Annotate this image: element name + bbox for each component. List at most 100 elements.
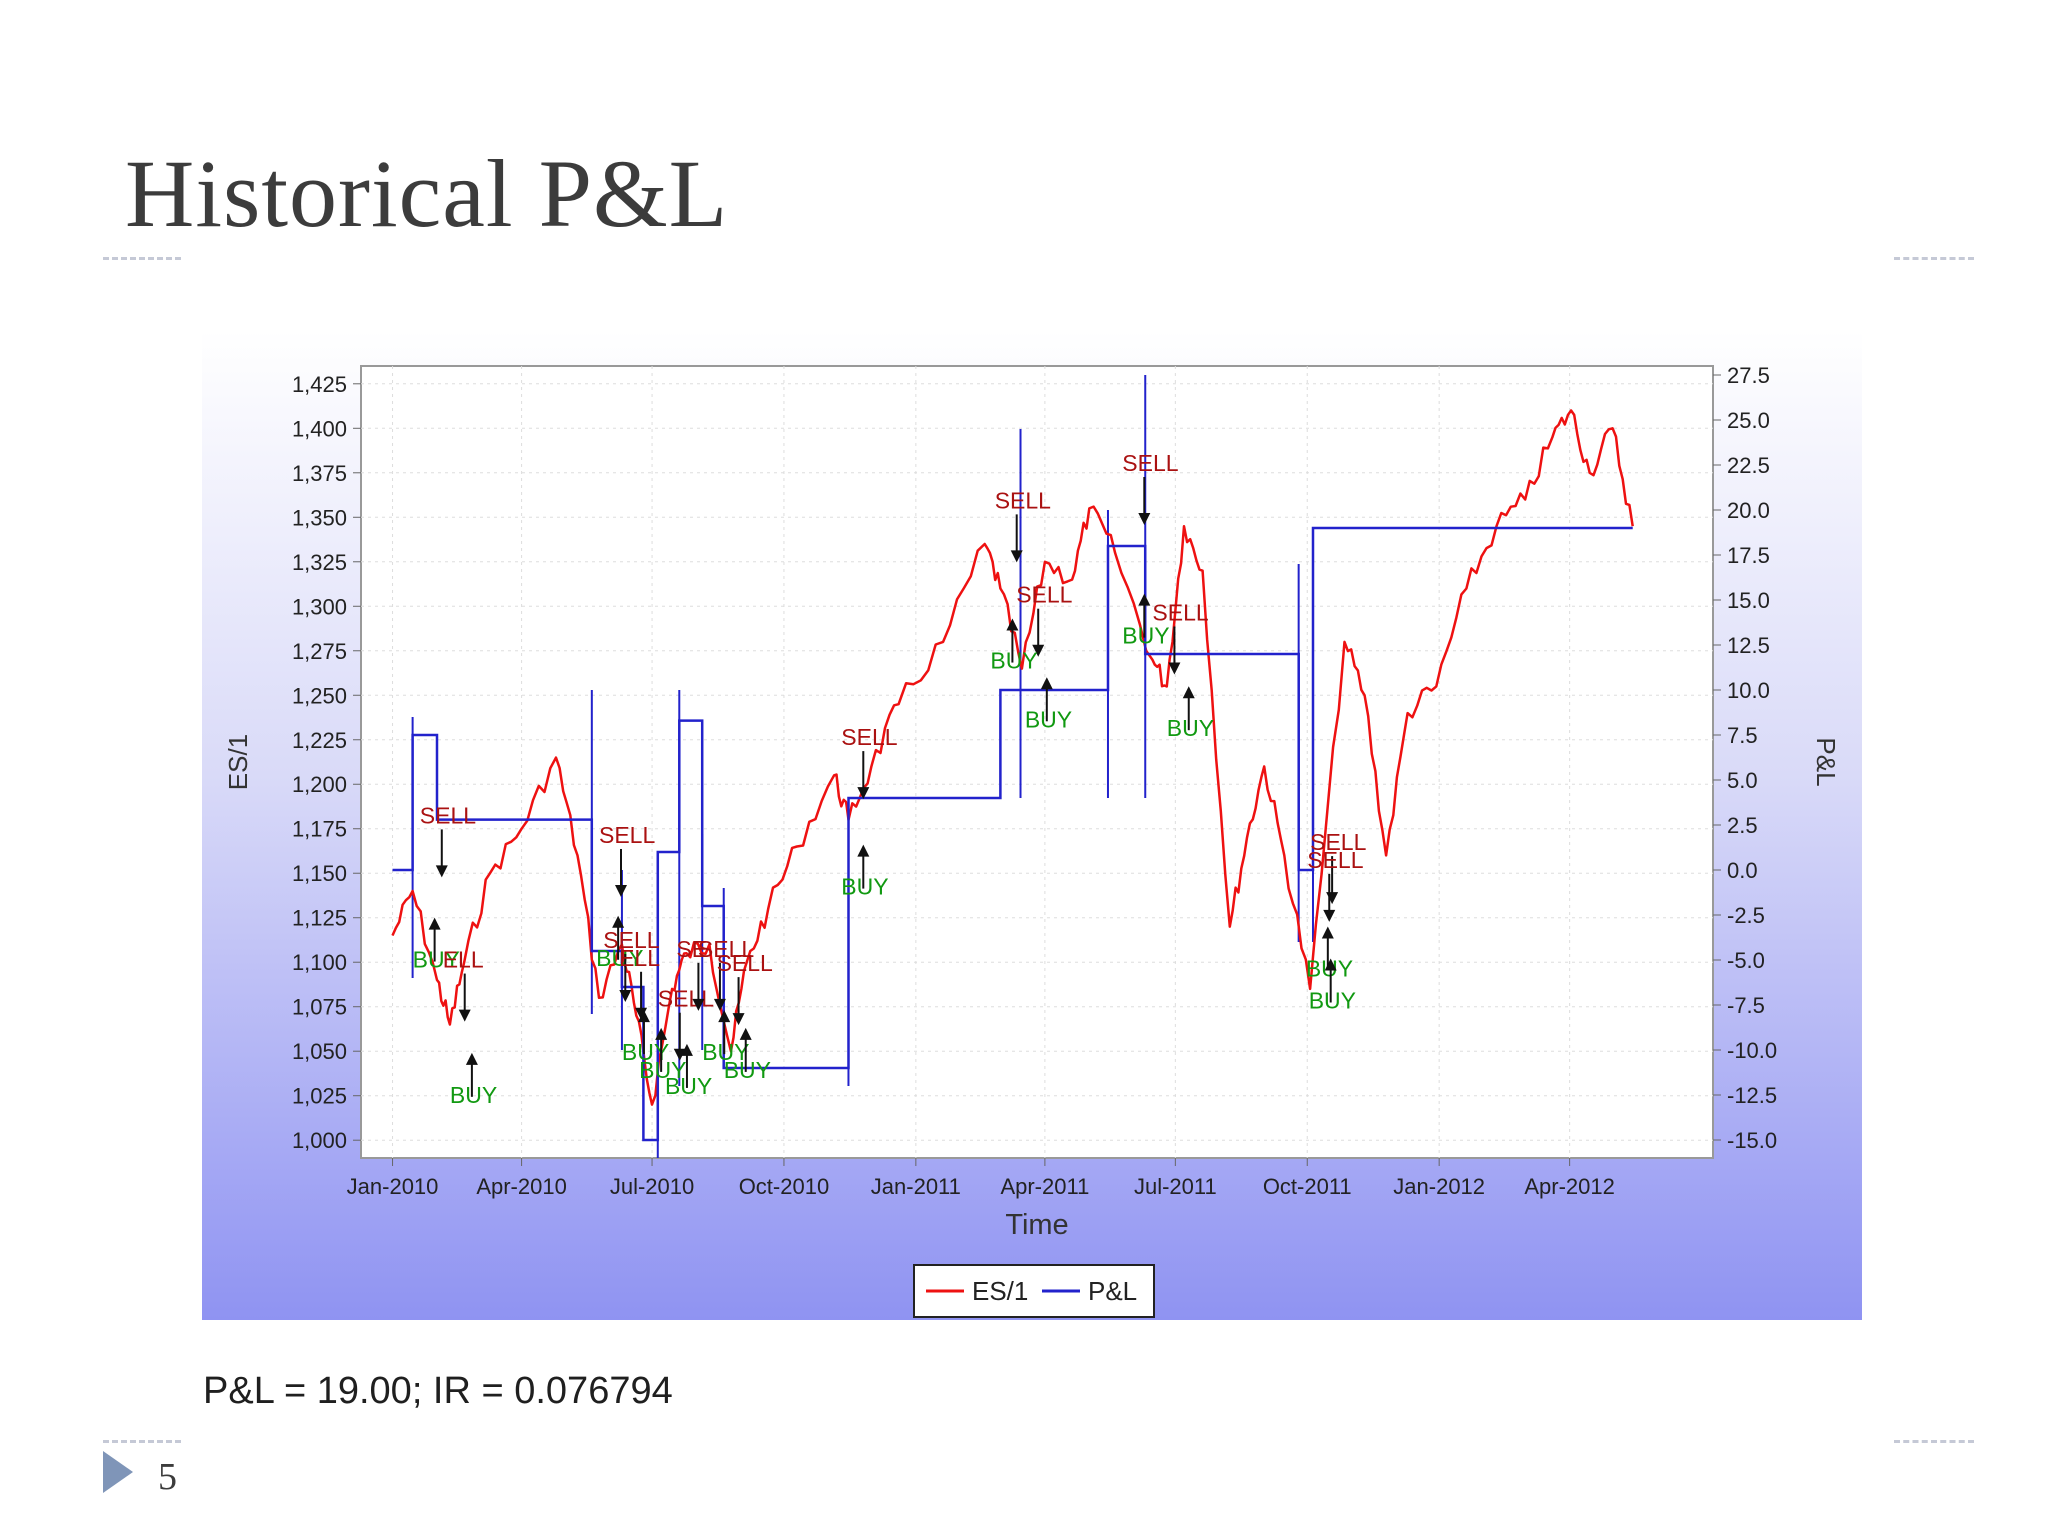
y2-tick-label: 27.5 bbox=[1727, 363, 1770, 388]
legend-label-es: ES/1 bbox=[972, 1276, 1028, 1306]
sell-label: ELL bbox=[443, 947, 484, 973]
buy-label: BUY bbox=[596, 945, 643, 971]
trade-marker-arrow bbox=[619, 989, 632, 1002]
x-tick-label: Jan-2011 bbox=[871, 1174, 961, 1199]
x-tick-label: Jul-2011 bbox=[1134, 1174, 1217, 1199]
title-rule-right bbox=[1894, 257, 1974, 260]
trade-marker-arrow bbox=[732, 1013, 745, 1026]
trade-marker-arrow bbox=[1032, 644, 1045, 657]
sell-label: SELL bbox=[1307, 847, 1363, 873]
y-tick-label: 1,125 bbox=[292, 906, 347, 931]
sell-label: SELL bbox=[1016, 582, 1072, 608]
y2-tick-label: 12.5 bbox=[1727, 633, 1770, 658]
trade-marker-arrow bbox=[1006, 618, 1019, 631]
trade-marker-arrow bbox=[713, 998, 726, 1011]
trade-marker-arrow bbox=[435, 865, 448, 878]
trade-marker-arrow bbox=[1168, 662, 1181, 675]
trade-marker-arrow bbox=[1040, 677, 1053, 690]
trade-marker-arrow bbox=[1321, 926, 1334, 939]
trade-marker-arrow bbox=[612, 915, 625, 928]
es-series-line bbox=[391, 409, 1634, 1106]
trade-marker-arrow bbox=[428, 917, 441, 930]
page-number: 5 bbox=[158, 1456, 177, 1498]
y2-axis-ticks: -15.0 -12.5 -10.0 -7.5 -5.0 -2.5 0.0 2.5 5.0 7.5 1… bbox=[1713, 363, 1777, 1153]
trade-marker-arrow bbox=[1138, 513, 1151, 526]
sell-label: SELL bbox=[658, 986, 714, 1012]
y2-tick-label: 5.0 bbox=[1727, 768, 1758, 793]
sell-label: ELL bbox=[619, 945, 660, 971]
y-tick-label: 1,100 bbox=[292, 950, 347, 975]
buy-label: BUY bbox=[702, 1039, 749, 1065]
trade-marker-arrow bbox=[1138, 593, 1151, 606]
y-tick-label: 1,350 bbox=[292, 505, 347, 530]
y-tick-label: 1,425 bbox=[292, 372, 347, 397]
x-tick-label: Oct-2010 bbox=[739, 1174, 830, 1199]
x-axis-label: Time bbox=[1005, 1209, 1068, 1241]
buy-label: BUY bbox=[1167, 715, 1214, 741]
y2-tick-label: 25.0 bbox=[1727, 408, 1770, 433]
trade-marker-arrow bbox=[614, 884, 627, 897]
y2-tick-label: 10.0 bbox=[1727, 678, 1770, 703]
y-tick-label: 1,000 bbox=[292, 1128, 347, 1153]
trade-marker-arrow bbox=[465, 1052, 478, 1065]
y2-tick-label: 2.5 bbox=[1727, 813, 1758, 838]
grid bbox=[361, 366, 1713, 1158]
y-tick-label: 1,175 bbox=[292, 817, 347, 842]
y2-axis-label: P&L bbox=[1811, 737, 1841, 786]
trade-marker-arrow bbox=[857, 844, 870, 857]
trade-marker-arrow bbox=[692, 998, 705, 1011]
sell-label: SELL bbox=[717, 950, 773, 976]
y2-tick-label: 22.5 bbox=[1727, 453, 1770, 478]
buy-label: BUY bbox=[665, 1073, 712, 1099]
y2-tick-label: -10.0 bbox=[1727, 1038, 1777, 1063]
buy-label: BUY bbox=[450, 1082, 497, 1108]
y2-tick-label: -2.5 bbox=[1727, 903, 1765, 928]
y-axis-ticks: 1,000 1,025 1,050 1,075 1,100 1,125 1,150 1,175… bbox=[292, 372, 361, 1153]
y-tick-label: 1,250 bbox=[292, 683, 347, 708]
y-tick-label: 1,400 bbox=[292, 416, 347, 441]
x-tick-label: Apr-2010 bbox=[476, 1174, 567, 1199]
sell-label: SELL bbox=[995, 487, 1051, 513]
y2-tick-label: 7.5 bbox=[1727, 723, 1758, 748]
y2-tick-label: -5.0 bbox=[1727, 948, 1765, 973]
trade-marker-arrow bbox=[680, 1043, 693, 1056]
sell-label: SELL bbox=[420, 802, 476, 828]
buy-label: BUY bbox=[724, 1057, 771, 1083]
y-tick-label: 1,075 bbox=[292, 995, 347, 1020]
trade-marker-arrow bbox=[655, 1027, 668, 1040]
x-tick-label: Jul-2010 bbox=[610, 1174, 694, 1199]
triangle-right-icon bbox=[103, 1451, 133, 1493]
trade-marker-arrow bbox=[857, 787, 870, 800]
y2-tick-label: -12.5 bbox=[1727, 1083, 1777, 1108]
y-tick-label: 1,050 bbox=[292, 1039, 347, 1064]
sell-label: SELL bbox=[603, 927, 659, 953]
y-tick-label: 1,200 bbox=[292, 772, 347, 797]
chart-panel: 1,000 1,025 1,050 1,075 1,100 1,125 1,150 1,175… bbox=[202, 330, 1862, 1320]
title-rule-left bbox=[103, 257, 181, 260]
footer-rule-right bbox=[1894, 1440, 1974, 1443]
trade-marker-arrow bbox=[673, 1048, 686, 1061]
buy-label: BUY bbox=[413, 947, 460, 973]
y2-tick-label: 17.5 bbox=[1727, 543, 1770, 568]
y-tick-label: 1,325 bbox=[292, 550, 347, 575]
sell-label: SELL bbox=[1122, 450, 1178, 476]
buy-label: BUY bbox=[841, 874, 888, 900]
trade-marker-arrow bbox=[739, 1027, 752, 1040]
buy-label: BUY bbox=[1025, 706, 1072, 732]
y-tick-label: 1,150 bbox=[292, 861, 347, 886]
x-axis-ticks: Jan-2010 Apr-2010 Jul-2010 Oct-2010 Jan-2011… bbox=[347, 1158, 1615, 1199]
trade-marker-arrow bbox=[1323, 909, 1336, 922]
y2-tick-label: 20.0 bbox=[1727, 498, 1770, 523]
es-pnl-chart: 1,000 1,025 1,050 1,075 1,100 1,125 1,150 1,175… bbox=[223, 363, 1841, 1318]
trade-marker-arrow bbox=[1324, 958, 1337, 971]
buy-label: BUY bbox=[1122, 623, 1169, 649]
trade-marker-arrow bbox=[1182, 686, 1195, 699]
x-tick-label: Jan-2010 bbox=[347, 1174, 439, 1199]
sell-label: SELL bbox=[698, 936, 754, 962]
trade-annotations: SELLBUYELLBUYSELLBUYSELLELLSELLBUYBUYBUY… bbox=[413, 450, 1367, 1108]
sell-label: SELL bbox=[599, 822, 655, 848]
y2-tick-label: -7.5 bbox=[1727, 993, 1765, 1018]
sell-label: SELL bbox=[1152, 600, 1208, 626]
x-tick-label: Apr-2012 bbox=[1524, 1174, 1615, 1199]
x-tick-label: Apr-2011 bbox=[1000, 1174, 1089, 1199]
